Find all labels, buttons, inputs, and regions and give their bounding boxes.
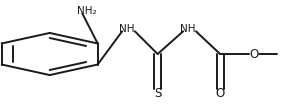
Text: NH: NH [180, 24, 195, 34]
Text: NH₂: NH₂ [77, 6, 97, 16]
Text: O: O [216, 87, 225, 100]
Text: O: O [250, 48, 259, 60]
Text: NH: NH [119, 24, 134, 34]
Text: S: S [154, 87, 161, 100]
